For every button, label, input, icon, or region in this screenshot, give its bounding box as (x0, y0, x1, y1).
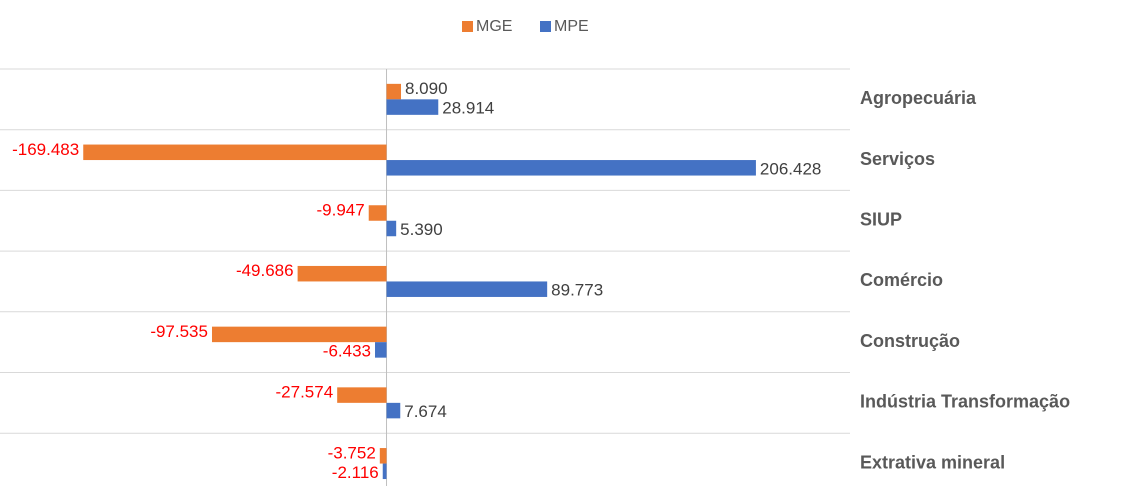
category-label: Comércio (860, 270, 943, 290)
data-label: -27.574 (276, 383, 334, 402)
category-label: Indústria Transformação (860, 392, 1070, 412)
category-label: Construção (860, 331, 960, 351)
legend-label: MGE (476, 18, 512, 35)
category-label: SIUP (860, 210, 902, 230)
bar (379, 448, 387, 464)
data-label: -9.947 (317, 200, 365, 219)
data-label: 7.674 (404, 402, 447, 421)
data-label: 5.390 (400, 220, 443, 239)
category-label: Serviços (860, 149, 935, 169)
bar (375, 342, 387, 358)
bar (337, 387, 387, 403)
bar (368, 205, 387, 221)
bar (386, 160, 756, 176)
data-label: -2.116 (332, 463, 379, 482)
data-label: 8.090 (405, 79, 448, 98)
data-label: -6.433 (323, 341, 371, 360)
bar (386, 99, 439, 115)
data-label: -97.535 (150, 322, 208, 341)
data-label: -3.752 (328, 443, 376, 462)
data-label: 28.914 (442, 99, 494, 118)
bar (382, 463, 387, 480)
bar (83, 144, 387, 161)
bar (386, 281, 548, 297)
legend-swatch (462, 21, 473, 32)
bar (211, 326, 387, 343)
data-label: -169.483 (12, 140, 79, 159)
bar (386, 220, 397, 237)
data-label: -49.686 (236, 261, 294, 280)
legend-swatch (540, 21, 551, 32)
legend-label: MPE (554, 18, 589, 35)
bar (386, 83, 402, 100)
category-label: Agropecuária (860, 88, 977, 108)
category-label: Extrativa mineral (860, 452, 1005, 472)
bar (386, 402, 401, 419)
data-label: 89.773 (551, 281, 603, 300)
data-label: 206.428 (760, 159, 821, 178)
bar (297, 265, 387, 282)
